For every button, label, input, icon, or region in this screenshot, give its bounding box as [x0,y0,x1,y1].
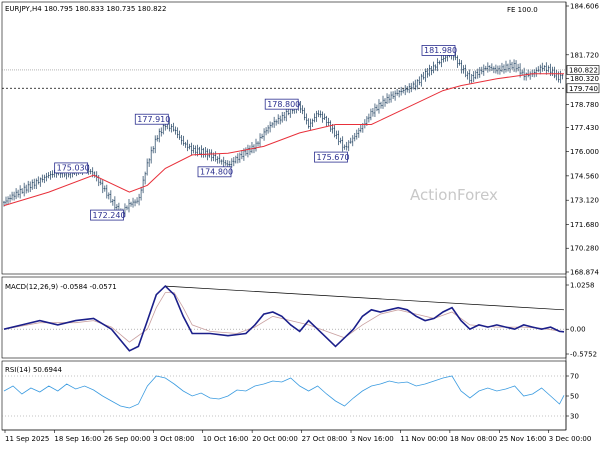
time-tick-label: 11 Sep 2025 [5,435,49,443]
rsi-tick-label: 50 [570,393,579,401]
price-callout-label: 175.030 [57,164,90,173]
time-tick-label: 3 Oct 08:00 [153,435,194,443]
price-tick-label: 174.560 [570,172,599,180]
price-tick-label: 168.874 [570,269,599,277]
last-price-tag: 180.822 [569,66,598,74]
time-axis-ticks: 11 Sep 2025 18 Sep 16:00 26 Sep 00:00 3 Oct… [4,430,592,443]
price-tick-label: 177.430 [570,124,599,132]
price-axis-ticks: 184.606 181.720 180.320 178.780 177.430 176.0… [566,3,599,277]
rsi-line [3,375,565,409]
rsi-panel-frame [1,360,567,431]
price-callout-box [197,166,232,178]
fe-label: FE 100.0 [507,6,538,14]
price-tick-label: 181.720 [570,51,599,59]
price-callout-label: 181.980 [424,46,457,55]
watermark: ActionForex [410,186,498,204]
rsi-tick-label: 70 [570,373,579,381]
macd-signal-line [3,292,565,343]
macd-axis-ticks: 1.0258 0.00 -0.5752 [566,282,597,359]
price-callout-box [421,45,456,56]
price-callout-label: 172.240 [92,211,125,220]
price-tick-label: 171.680 [570,221,599,229]
price-panel-frame [1,1,567,275]
price-callout-box [90,209,124,221]
moving-average-line [3,73,564,207]
price-callout-box [54,162,89,174]
time-tick-label: 18 Nov 08:00 [450,435,497,443]
rsi-tick-label: 30 [570,413,579,421]
macd-tick-label: 1.0258 [570,282,595,290]
price-title: EURJPY,H4 180.795 180.833 180.735 180.82… [5,5,166,13]
price-callout-label: 178.800 [267,100,300,109]
macd-title: MACD(12,26,9) -0.0584 -0.0571 [5,283,117,291]
support-tag: 179.740 [569,85,598,93]
price-callout-label: 174.800 [200,168,233,177]
macd-line [3,284,565,352]
price-tick-label: 178.780 [570,101,599,109]
price-tick-label: 180.320 [570,75,599,83]
time-tick-label: 11 Nov 00:00 [400,435,447,443]
price-tick-label: 176.000 [570,148,599,156]
price-tick-label: 173.120 [570,197,599,205]
price-callout-box [134,113,169,125]
price-callouts: 175.030 172.240 177.910 174.800 178.800 175.6… [54,45,457,221]
macd-tick-label: -0.5752 [570,351,597,359]
time-tick-label: 10 Oct 16:00 [203,435,249,443]
price-callout-box [314,151,348,163]
price-callout-label: 175.670 [316,153,349,162]
price-tick-label: 184.606 [570,3,599,11]
price-tick-label: 170.280 [570,245,599,253]
rsi-title: RSI(14) 50.6944 [5,366,62,374]
macd-trendline [165,285,565,311]
last-price-tag-box [566,65,600,75]
time-tick-label: 18 Sep 16:00 [54,435,101,443]
macd-tick-label: 0.00 [570,326,586,334]
support-tag-box [566,83,600,94]
time-tick-label: 3 Nov 16:00 [351,435,394,443]
rsi-axis-ticks: 70 50 30 [566,373,579,421]
price-callout-label: 177.910 [137,115,170,124]
time-tick-label: 27 Oct 08:00 [302,435,348,443]
time-tick-label: 26 Sep 00:00 [104,435,151,443]
time-tick-label: 20 Oct 00:00 [252,435,298,443]
time-tick-label: 25 Nov 16:00 [499,435,546,443]
price-callout-box [264,98,299,110]
time-tick-label: 3 Dec 00:00 [549,435,592,443]
